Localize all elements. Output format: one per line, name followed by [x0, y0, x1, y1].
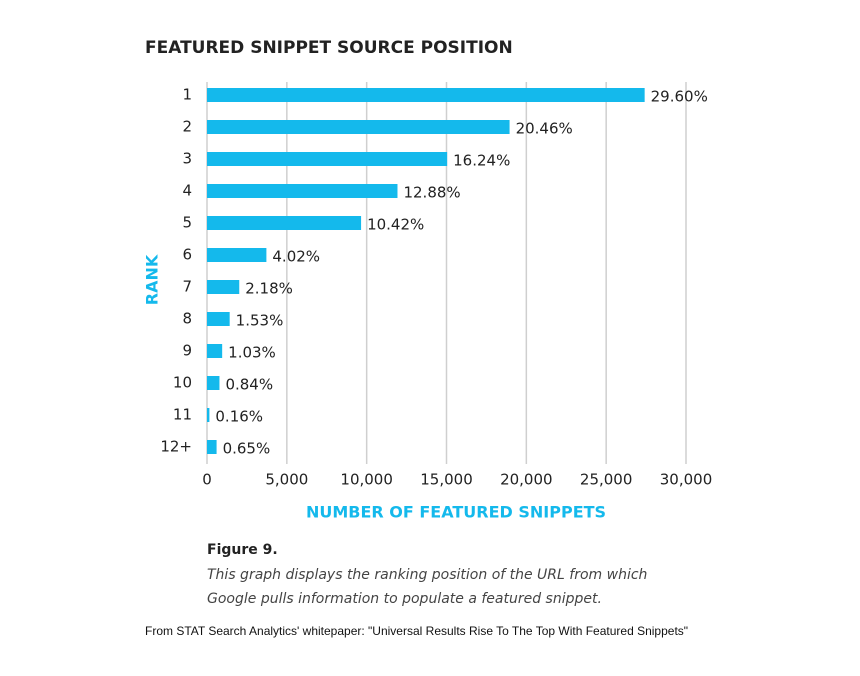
y-axis-label: RANK: [143, 254, 162, 305]
value-label: 29.60%: [651, 88, 708, 106]
bar: [207, 152, 448, 166]
y-tick-label: 7: [182, 278, 192, 296]
value-label: 1.53%: [236, 312, 284, 330]
y-tick-label: 3: [182, 150, 192, 168]
bar: [207, 248, 267, 262]
value-label: 0.65%: [223, 440, 271, 458]
x-tick-label: 30,000: [660, 471, 713, 489]
value-label: 20.46%: [516, 120, 573, 138]
bar: [207, 88, 645, 102]
value-label: 10.42%: [367, 216, 424, 234]
bar: [207, 440, 217, 454]
y-tick-label: 1: [182, 86, 192, 104]
y-tick-label: 2: [182, 118, 192, 136]
x-tick-label: 10,000: [340, 471, 393, 489]
y-tick-label: 9: [182, 342, 192, 360]
value-label: 1.03%: [228, 344, 276, 362]
bar: [207, 280, 240, 294]
y-tick-label: 12+: [160, 438, 192, 456]
x-tick-label: 25,000: [580, 471, 633, 489]
value-label: 0.16%: [215, 408, 263, 426]
x-tick-label: 15,000: [420, 471, 473, 489]
y-tick-label: 4: [182, 182, 192, 200]
x-axis-label: NUMBER OF FEATURED SNIPPETS: [306, 503, 606, 522]
y-tick-label: 6: [182, 246, 192, 264]
value-label: 0.84%: [225, 376, 273, 394]
value-label: 12.88%: [403, 184, 460, 202]
bar: [207, 344, 223, 358]
bar: [207, 408, 210, 422]
y-tick-label: 5: [182, 214, 192, 232]
value-label: 2.18%: [245, 280, 293, 298]
figure-label: Figure 9.: [207, 542, 278, 558]
value-label: 16.24%: [453, 152, 510, 170]
bar: [207, 312, 230, 326]
x-tick-label: 0: [202, 471, 212, 489]
bar: [207, 376, 220, 390]
caption-line: Google pulls information to populate a f…: [207, 591, 602, 607]
bar: [207, 216, 362, 230]
x-tick-label: 5,000: [265, 471, 308, 489]
caption-line: This graph displays the ranking position…: [207, 567, 647, 583]
y-tick-label: 10: [173, 374, 192, 392]
bar: [207, 120, 510, 134]
y-tick-label: 8: [182, 310, 192, 328]
bar: [207, 184, 398, 198]
x-tick-label: 20,000: [500, 471, 553, 489]
source: From STAT Search Analytics' whitepaper: …: [145, 624, 688, 638]
chart-title: FEATURED SNIPPET SOURCE POSITION: [145, 38, 513, 58]
value-label: 4.02%: [272, 248, 320, 266]
y-tick-label: 11: [173, 406, 192, 424]
